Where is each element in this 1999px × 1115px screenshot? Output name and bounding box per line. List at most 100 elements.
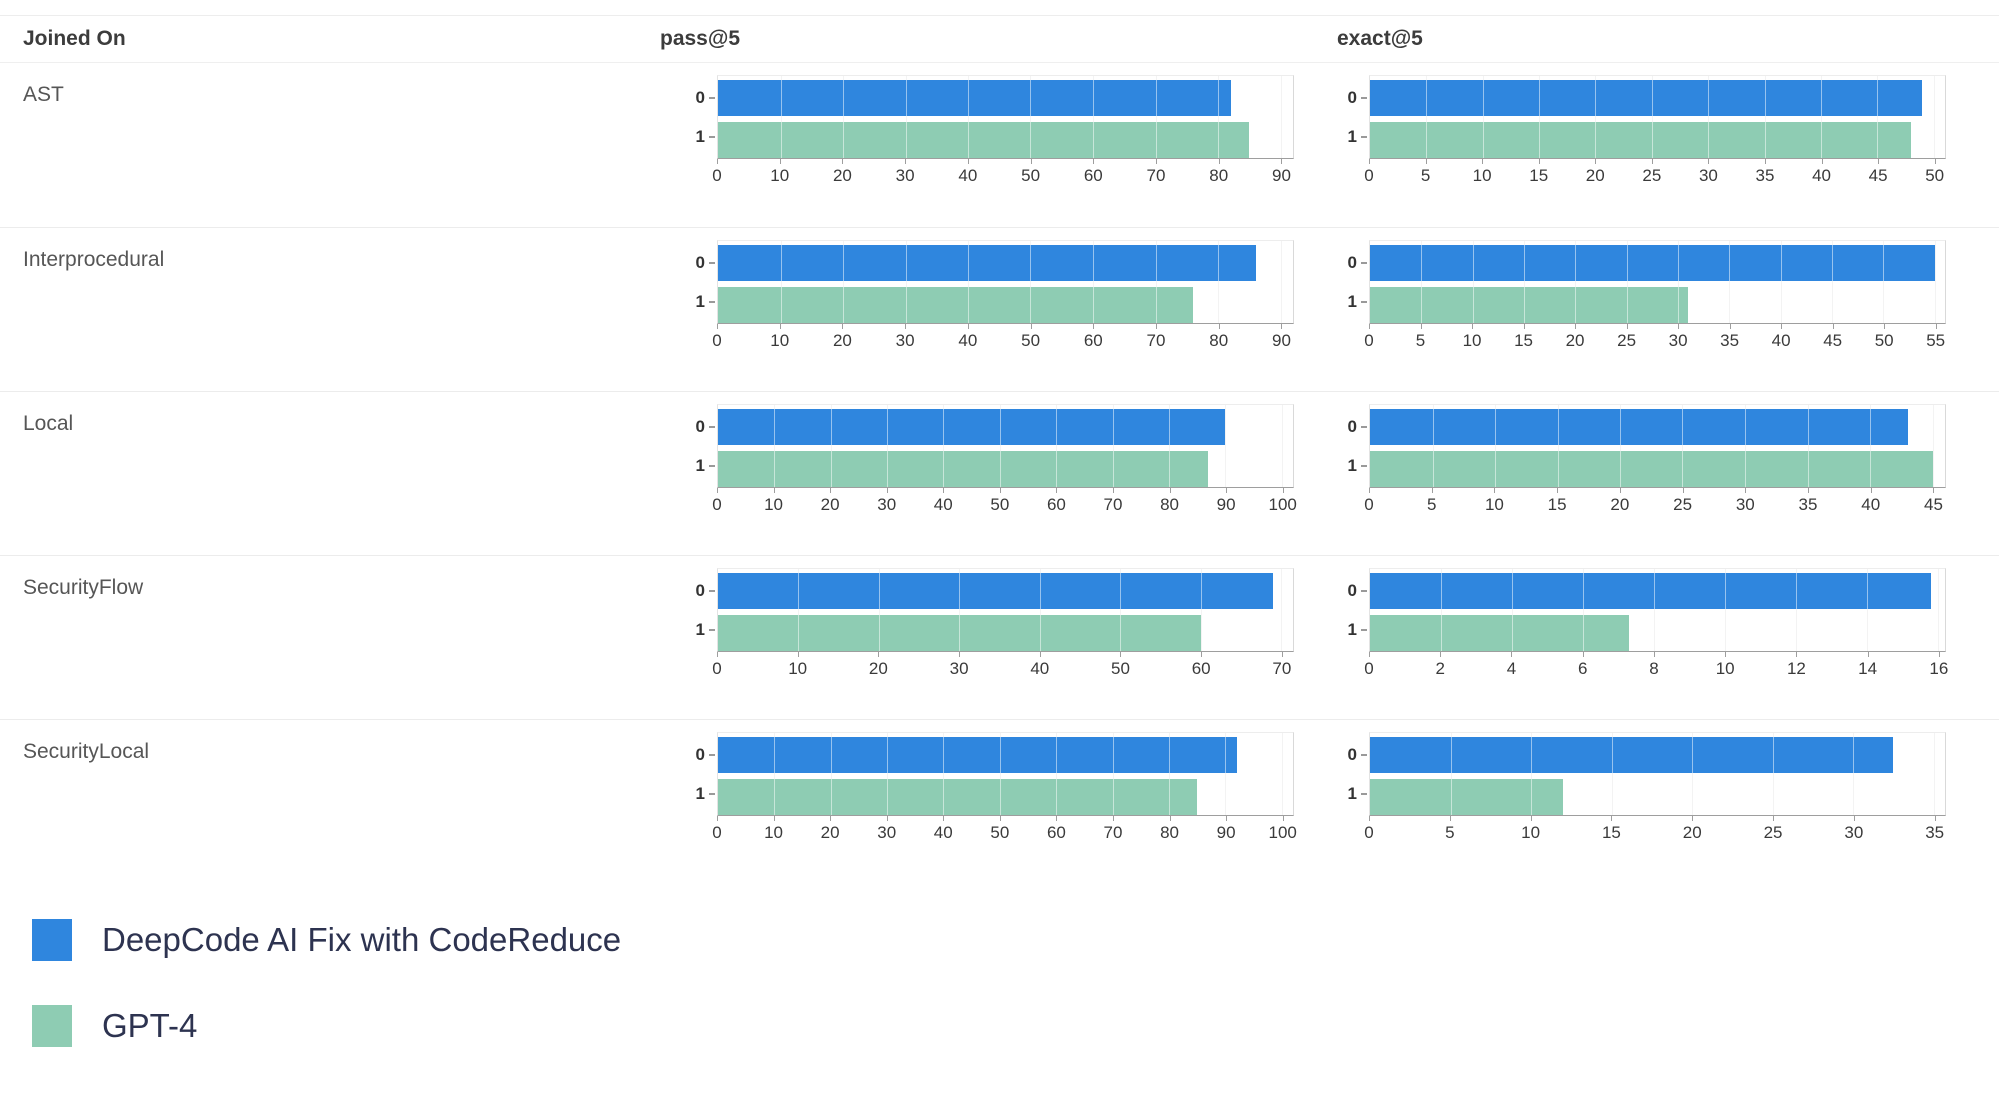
gridline-overlay — [1112, 405, 1114, 487]
x-tick-label: 0 — [712, 823, 722, 842]
x-tick-label: 5 — [1445, 823, 1455, 842]
x-tick-label: 10 — [764, 823, 784, 842]
gridline-overlay — [1745, 405, 1746, 487]
x-tick-mark — [1112, 816, 1114, 821]
x-tick-label: 0 — [1364, 495, 1374, 514]
gridline-overlay — [1200, 569, 1202, 651]
x-tick-label: 50 — [1111, 659, 1130, 678]
gridline-overlay — [1611, 733, 1613, 815]
gridline-overlay — [999, 733, 1001, 815]
x-tick-label: 45 — [1868, 166, 1888, 185]
y-category-label: 0 — [1347, 252, 1357, 272]
gridline-overlay — [1932, 405, 1934, 487]
x-tick-label: 40 — [1812, 166, 1832, 185]
x-tick-label: 30 — [1844, 823, 1864, 842]
x-axis: 0 10 20 30 40 50 60 70 80 90 100 — [712, 816, 1297, 842]
gridline-overlay — [1472, 241, 1474, 323]
pass-at-5-chart: 0 1 0 10 20 30 40 50 60 70 80 90 — [645, 63, 1297, 227]
x-tick-label: 80 — [1209, 331, 1229, 350]
gridline-overlay — [1281, 733, 1283, 815]
x-tick-mark — [717, 816, 718, 821]
x-tick-label: 40 — [958, 331, 978, 350]
bar-deepcode — [718, 409, 1226, 445]
x-tick-label: 5 — [1415, 331, 1426, 350]
x-tick-mark — [1093, 324, 1095, 329]
bar-deepcode — [1370, 80, 1923, 116]
x-tick-label: 10 — [764, 495, 784, 514]
x-tick-label: 70 — [1146, 166, 1166, 185]
x-tick-label: 30 — [949, 659, 969, 678]
bar-gpt4 — [1370, 451, 1933, 487]
gridline-overlay — [1724, 569, 1726, 651]
bar-deepcode — [1370, 245, 1935, 281]
x-tick-mark — [905, 324, 907, 329]
x-tick-mark — [1725, 652, 1727, 657]
gridline-overlay — [1225, 733, 1227, 815]
x-axis: 0 10 20 30 40 50 60 70 80 90 — [712, 159, 1294, 185]
x-tick-label: 45 — [1823, 331, 1843, 350]
y-category: 1 — [1297, 610, 1369, 649]
x-tick-mark — [1651, 159, 1653, 164]
legend-item-deepcode: DeepCode AI Fix with CodeReduce — [32, 919, 1999, 961]
gridline-overlay — [1450, 733, 1452, 815]
gridline-overlay — [1168, 733, 1170, 815]
x-tick-mark — [1619, 488, 1621, 493]
y-category-label: 0 — [695, 87, 705, 107]
x-tick-mark — [773, 488, 775, 493]
x-axis: 0 5 10 15 20 25 30 35 40 45 — [1364, 488, 1946, 514]
gridline-overlay — [1557, 405, 1559, 487]
x-tick-label: 20 — [1610, 495, 1630, 514]
table-row: Local 0 1 0 10 20 30 40 50 60 70 80 90 100 0 1 0 5 10 15 20 2… — [0, 391, 1999, 555]
x-tick-mark — [1764, 159, 1766, 164]
x-tick-label: 20 — [1682, 823, 1702, 842]
y-tick-mark — [709, 792, 715, 795]
gridline-overlay — [1764, 76, 1766, 158]
x-tick-label: 90 — [1216, 823, 1236, 842]
x-tick-label: 16 — [1929, 659, 1949, 678]
x-tick-mark — [1773, 816, 1775, 821]
gridline-overlay — [774, 405, 776, 487]
y-category: 1 — [645, 774, 717, 813]
y-category-label: 0 — [1347, 744, 1357, 764]
x-tick-mark — [779, 159, 781, 164]
legend-swatch-deepcode — [32, 919, 72, 961]
bar-gpt4 — [718, 779, 1198, 815]
gridline-overlay — [1281, 405, 1283, 487]
x-tick-mark — [1653, 652, 1655, 657]
y-tick-mark — [1361, 135, 1367, 138]
gridline-overlay — [1807, 405, 1809, 487]
x-tick-label: 0 — [712, 331, 722, 350]
gridline-overlay — [1030, 76, 1032, 158]
y-category: 0 — [1297, 78, 1369, 117]
bar-deepcode — [1370, 409, 1908, 445]
x-tick-label: 0 — [712, 495, 722, 514]
x-tick-mark — [1745, 488, 1747, 493]
x-tick-mark — [1369, 488, 1370, 493]
x-tick-label: 15 — [1601, 823, 1621, 842]
y-category-label: 1 — [695, 126, 705, 146]
plot-column: 0 5 10 15 20 25 30 35 40 45 50 — [1364, 75, 1946, 185]
gridline-overlay — [1937, 569, 1939, 651]
gridline-overlay — [1653, 569, 1655, 651]
y-category-label: 0 — [1347, 87, 1357, 107]
gridline-overlay — [1539, 76, 1541, 158]
table-row: AST 0 1 0 10 20 30 40 50 60 70 80 90 0 1 0 5 10 15 20 25 30 35… — [0, 63, 1999, 227]
plot-column: 0 10 20 30 40 50 60 70 80 90 100 — [712, 732, 1297, 842]
x-tick-label: 90 — [1271, 166, 1291, 185]
x-tick-label: 15 — [1514, 331, 1534, 350]
gridline-overlay — [1772, 733, 1774, 815]
row-label: Interprocedural — [23, 248, 165, 271]
x-tick-label: 50 — [990, 823, 1010, 842]
y-tick-mark — [1361, 464, 1367, 467]
y-category: 1 — [645, 117, 717, 156]
y-tick-mark — [1361, 628, 1367, 631]
x-tick-mark — [1282, 488, 1284, 493]
exact-at-5-chart: 0 1 0 5 10 15 20 25 30 35 40 45 50 55 — [1297, 228, 1999, 391]
x-tick-label: 90 — [1271, 331, 1291, 350]
x-tick-mark — [1281, 159, 1283, 164]
